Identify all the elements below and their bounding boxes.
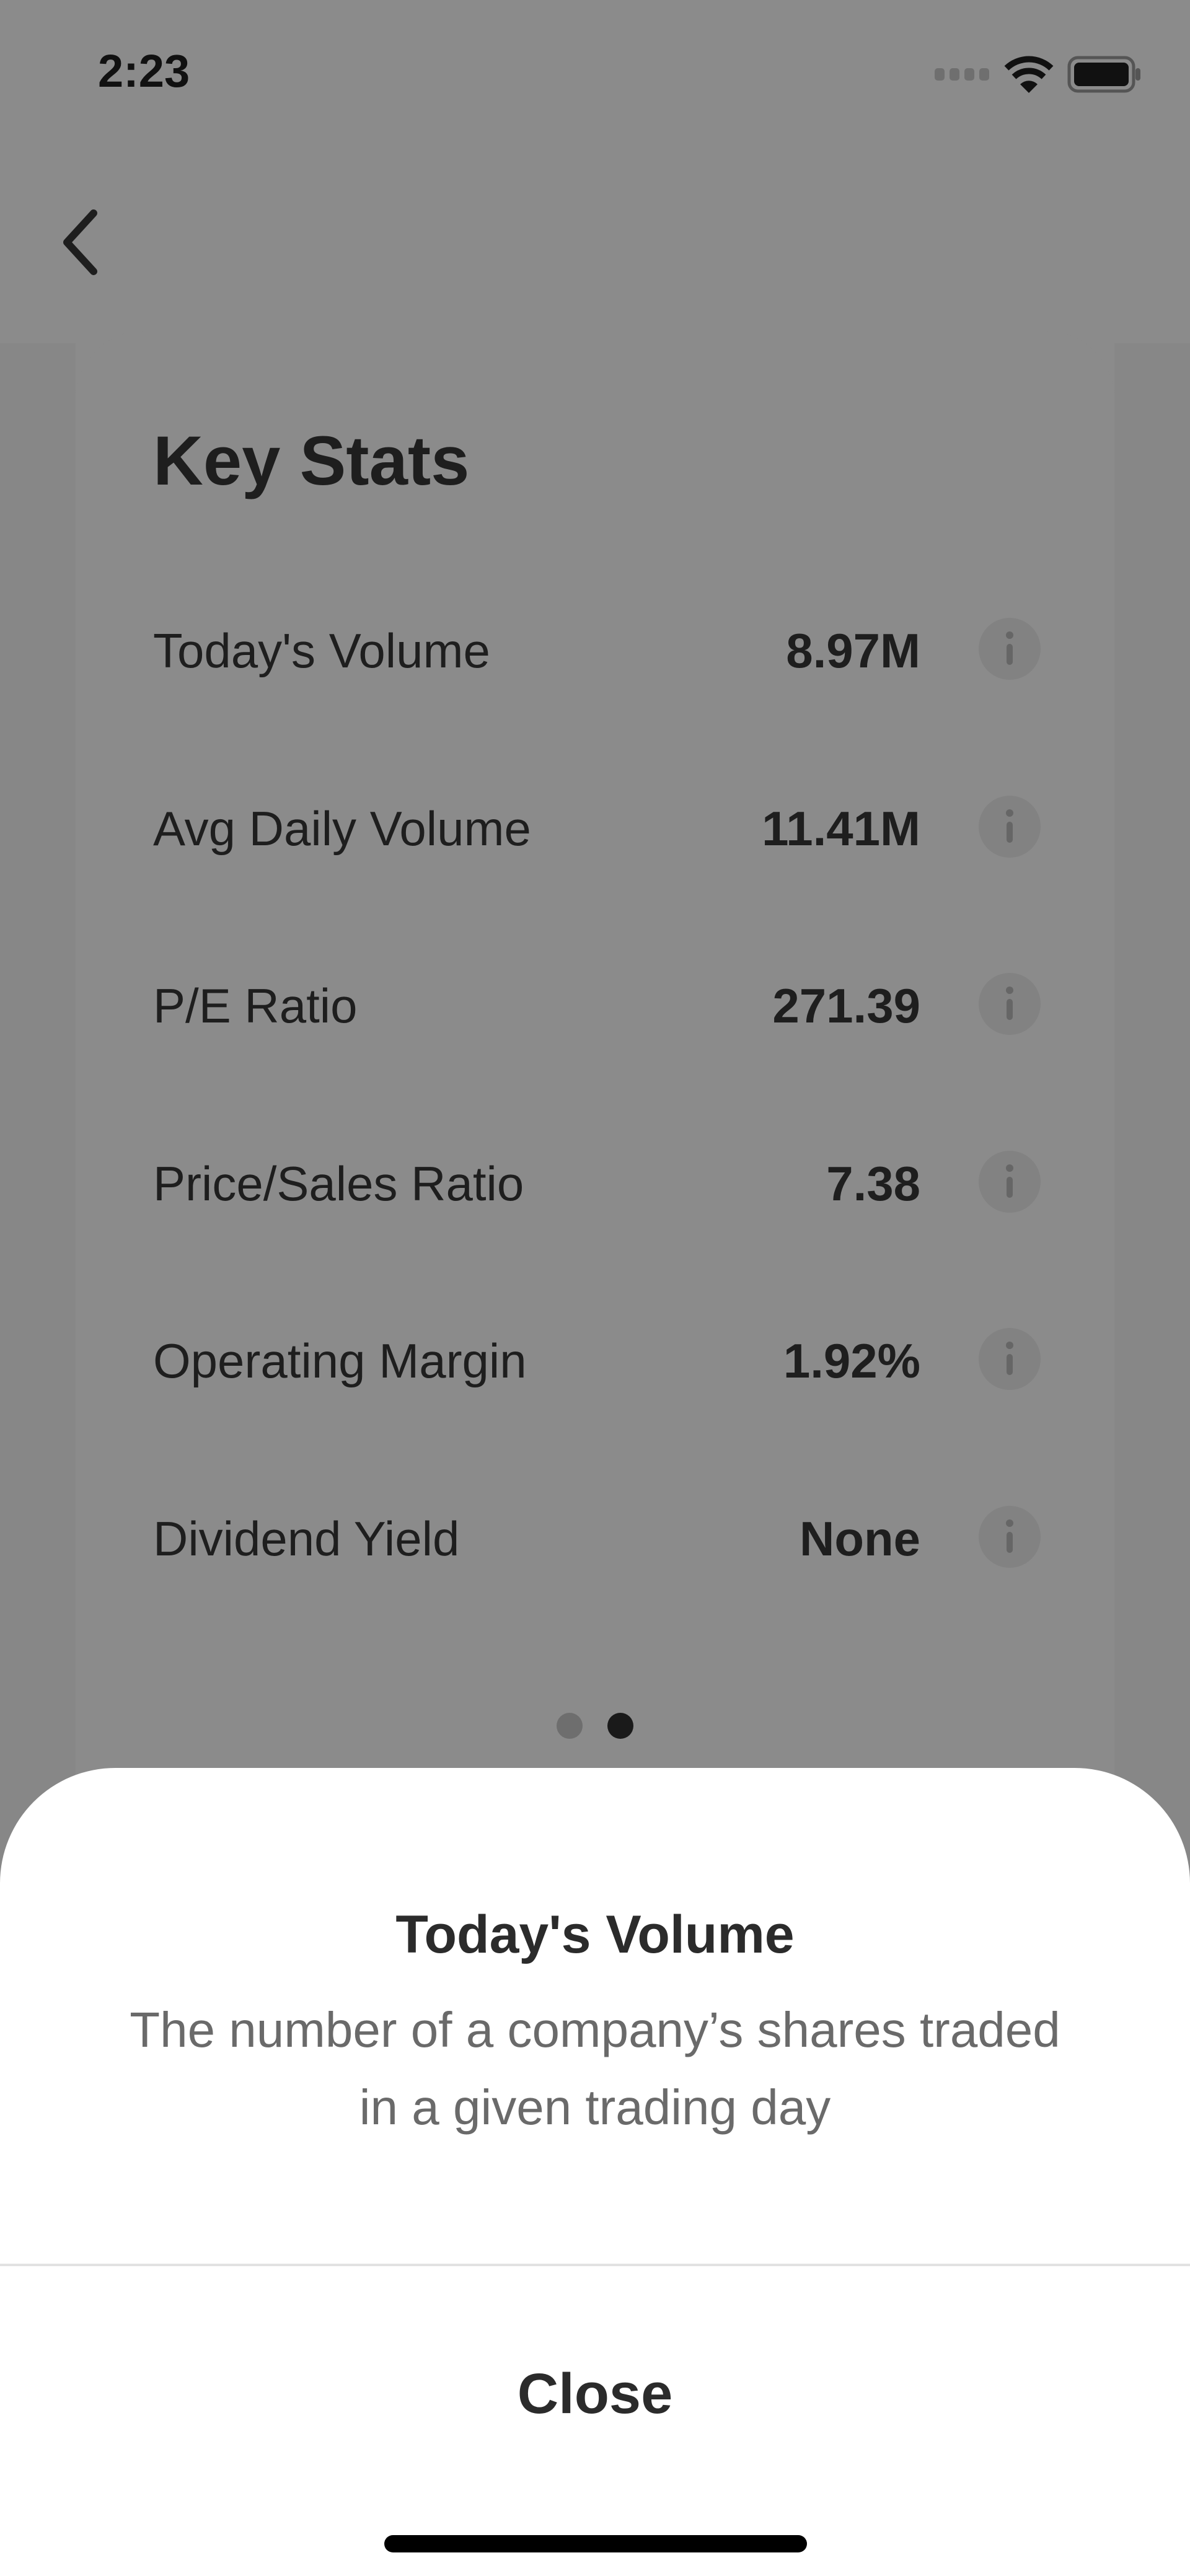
- info-icon: [1006, 631, 1013, 665]
- info-button[interactable]: [979, 1506, 1041, 1568]
- key-stats-title: Key Stats: [153, 422, 470, 499]
- stat-label: Operating Margin: [153, 1334, 527, 1388]
- info-button[interactable]: [979, 1328, 1041, 1390]
- stat-row: Today's Volume 8.97M: [153, 612, 1083, 686]
- stat-label: Price/Sales Ratio: [153, 1156, 524, 1211]
- stat-label: P/E Ratio: [153, 978, 358, 1033]
- info-icon: [1006, 1342, 1013, 1375]
- stat-value: 271.39: [772, 978, 920, 1033]
- info-button[interactable]: [979, 618, 1041, 680]
- sheet-title: Today's Volume: [395, 1905, 795, 1964]
- status-icons: [935, 55, 1142, 94]
- page-dot-active[interactable]: [607, 1713, 633, 1739]
- stat-value: 1.92%: [783, 1334, 920, 1388]
- divider: [0, 2264, 1190, 2266]
- key-stats-card: Key Stats Today's Volume 8.97M Avg Daily…: [76, 331, 1114, 1831]
- info-icon: [1006, 987, 1013, 1020]
- stat-value: 8.97M: [786, 623, 920, 678]
- info-icon: [1006, 809, 1013, 843]
- page-indicator[interactable]: [0, 1713, 1190, 1739]
- info-button[interactable]: [979, 796, 1041, 858]
- wifi-icon: [1004, 56, 1054, 93]
- battery-icon: [1067, 56, 1140, 93]
- status-time: 2:23: [98, 45, 190, 97]
- page-dot[interactable]: [557, 1713, 583, 1739]
- stat-label: Dividend Yield: [153, 1511, 460, 1566]
- stat-value: 11.41M: [762, 801, 920, 856]
- sheet-description: The number of a company’s shares traded …: [130, 2002, 1060, 2135]
- chevron-left-icon: [63, 209, 97, 275]
- info-button[interactable]: [979, 1151, 1041, 1213]
- stat-value: 7.38: [826, 1156, 920, 1211]
- stat-row: Avg Daily Volume 11.41M: [153, 789, 1083, 864]
- close-button[interactable]: Close: [517, 2362, 673, 2425]
- stat-value: None: [800, 1511, 920, 1566]
- nav-header: 2:23: [0, 0, 1190, 343]
- info-icon: [1006, 1519, 1013, 1553]
- stat-row: P/E Ratio 271.39: [153, 967, 1083, 1041]
- info-icon: [1006, 1164, 1013, 1198]
- stat-label: Avg Daily Volume: [153, 801, 531, 856]
- stat-row: Price/Sales Ratio 7.38: [153, 1145, 1083, 1219]
- stat-label: Today's Volume: [153, 623, 490, 678]
- cellular-signal-icon: [935, 68, 989, 81]
- home-indicator: [384, 2535, 807, 2552]
- back-button[interactable]: [60, 208, 103, 279]
- info-button[interactable]: [979, 973, 1041, 1035]
- info-bottom-sheet: Today's Volume The number of a company’s…: [0, 1768, 1190, 2576]
- stat-row: Operating Margin 1.92%: [153, 1322, 1083, 1396]
- stat-row: Dividend Yield None: [153, 1500, 1083, 1574]
